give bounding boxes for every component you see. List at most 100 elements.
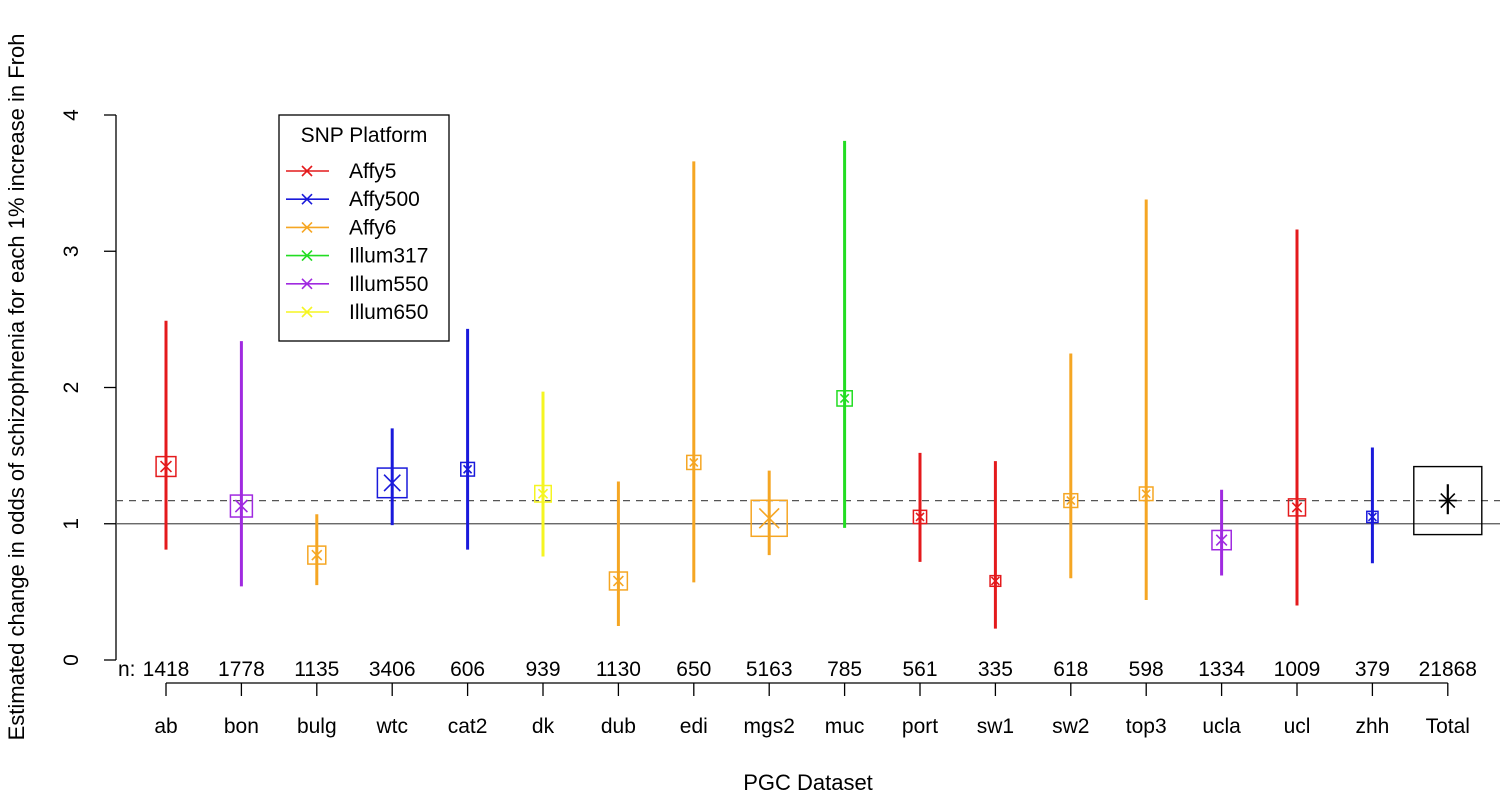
box-dub	[608, 571, 629, 591]
legend-entry-affy500: Affy500	[286, 188, 420, 211]
point-bulg	[307, 514, 327, 586]
point-sw1	[989, 461, 1002, 629]
point-ucla	[1211, 489, 1232, 576]
box-wtc	[376, 467, 408, 499]
legend-entry-affy6: Affy6	[286, 216, 396, 239]
n-label-cat2: 606	[450, 658, 485, 681]
n-label-muc: 785	[827, 658, 862, 681]
x-tick-label-bulg: bulg	[297, 715, 337, 738]
n-label-edi: 650	[676, 658, 711, 681]
legend-marker-b	[301, 165, 313, 177]
n-label-sw2: 618	[1053, 658, 1088, 681]
point-ucl	[1287, 229, 1307, 606]
point-mgs2	[750, 470, 788, 556]
n-prefix: n:	[118, 658, 136, 681]
data-marks	[155, 140, 1483, 629]
n-label-dk: 939	[525, 658, 560, 681]
x-tick-label-mgs2: mgs2	[744, 715, 795, 738]
y-tick-label: 3	[60, 245, 83, 257]
legend-entry-illum550: Illum550	[286, 273, 428, 296]
y-tick-label: 0	[60, 654, 83, 666]
point-dk	[534, 391, 552, 557]
legend-label: Illum650	[349, 301, 428, 324]
box-ab	[155, 455, 177, 478]
n-label-wtc: 3406	[369, 658, 416, 681]
x-tick-label-wtc: wtc	[375, 715, 408, 738]
x-tick-label-dub: dub	[601, 715, 636, 738]
legend-marker-b	[301, 250, 313, 262]
x-tick-label-port: port	[902, 715, 938, 738]
x-tick-label-sw2: sw2	[1052, 715, 1089, 738]
x-tick-label-dk: dk	[532, 715, 555, 738]
point-port	[912, 452, 928, 562]
point-dub	[608, 481, 629, 626]
x-tick-label-sw1: sw1	[977, 715, 1014, 738]
x-tick-label-top3: top3	[1126, 715, 1167, 738]
y-tick-label: 1	[60, 518, 83, 530]
x-tick-label-ucl: ucl	[1284, 715, 1311, 738]
x-axis-label: PGC Dataset	[743, 770, 873, 795]
box-bulg	[307, 545, 327, 565]
legend: SNP Platform Affy5 Affy500 Affy6 Illum317 Il…	[278, 114, 450, 342]
point-zhh	[1366, 447, 1379, 564]
legend-label: Affy6	[349, 216, 396, 239]
x-tick-label-ab: ab	[154, 715, 177, 738]
point-wtc	[376, 428, 408, 526]
box-dk	[534, 484, 552, 503]
box-ucl	[1287, 498, 1307, 517]
n-label-ucla: 1334	[1198, 658, 1245, 681]
point-top3	[1138, 199, 1154, 601]
x-ticks: 1418 ab 1778 bon 1135 bulg 3406 wtc 606 cat2 939 dk…	[143, 658, 1477, 738]
x-tick-label-edi: edi	[680, 715, 708, 738]
legend-marker-b	[301, 278, 313, 290]
x-tick-label-bon: bon	[224, 715, 259, 738]
y-ticks: 0 1 2 3 4	[60, 109, 116, 666]
legend-marker-b	[301, 221, 313, 233]
n-label-ab: 1418	[143, 658, 190, 681]
point-cat2	[460, 328, 476, 550]
box-edi	[686, 454, 702, 471]
n-label-mgs2: 5163	[746, 658, 793, 681]
n-label-top3: 598	[1129, 658, 1164, 681]
point-bon	[229, 341, 254, 587]
y-axis: 0 1 2 3 4	[60, 109, 117, 666]
legend-label: Affy500	[349, 188, 420, 211]
box-bon	[229, 494, 254, 518]
legend-label: Illum550	[349, 273, 428, 296]
legend-marker-b	[301, 306, 313, 318]
n-label-port: 561	[902, 658, 937, 681]
n-label-bulg: 1135	[294, 658, 339, 681]
y-tick-label: 4	[60, 109, 83, 121]
box-mgs2	[750, 499, 788, 538]
point-ab	[155, 320, 177, 550]
x-tick-label-ucla: ucla	[1202, 715, 1241, 738]
legend-entries: Affy5 Affy500 Affy6 Illum317 Illum550 Illum65…	[286, 160, 428, 324]
point-muc	[836, 140, 853, 528]
legend-label: Affy5	[349, 160, 396, 183]
x-tick-label-Total: Total	[1426, 715, 1470, 738]
reference-lines	[116, 499, 1500, 525]
legend-label: Illum317	[349, 245, 428, 268]
box-muc	[836, 390, 853, 407]
n-label-dub: 1130	[596, 658, 641, 681]
legend-entry-illum317: Illum317	[286, 245, 428, 268]
n-label-zhh: 379	[1355, 658, 1390, 681]
legend-entry-illum650: Illum650	[286, 301, 428, 324]
point-edi	[686, 161, 702, 583]
box-ucla	[1211, 529, 1232, 551]
point-Total	[1413, 465, 1483, 536]
n-label-sw1: 335	[978, 658, 1013, 681]
n-label-bon: 1778	[218, 658, 265, 681]
legend-entry-affy5: Affy5	[286, 160, 396, 183]
legend-title: SNP Platform	[301, 124, 428, 147]
n-label-Total: 21868	[1419, 658, 1477, 681]
y-tick-label: 2	[60, 382, 83, 394]
point-sw2	[1063, 353, 1079, 579]
x-tick-label-cat2: cat2	[448, 715, 488, 738]
y-axis-label: Estimated change in odds of schizophreni…	[4, 34, 29, 741]
x-tick-label-muc: muc	[825, 715, 865, 738]
legend-marker-b	[301, 193, 313, 205]
n-label-ucl: 1009	[1274, 658, 1321, 681]
box-Total	[1413, 465, 1483, 536]
